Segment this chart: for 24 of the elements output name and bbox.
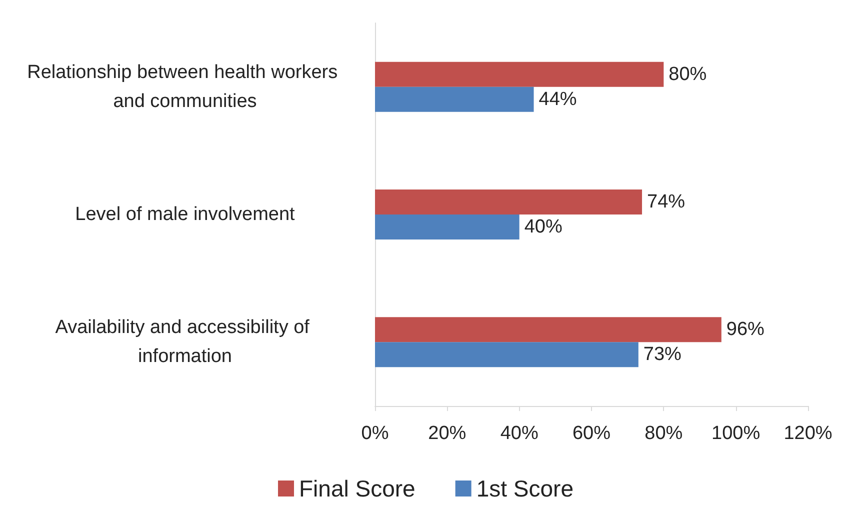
bar (375, 62, 664, 87)
bar (375, 317, 722, 342)
data-label: 96% (726, 319, 765, 340)
x-tick-label: 60% (572, 423, 611, 444)
x-tick-label: 20% (428, 423, 466, 444)
bar (375, 214, 520, 240)
data-label: 80% (668, 64, 707, 85)
bar (375, 342, 638, 368)
x-tick-label: 120% (784, 423, 832, 444)
data-label: 74% (647, 192, 686, 212)
x-tick-label: 0% (361, 423, 389, 444)
y-tick-label: Level of male involvement (75, 204, 296, 225)
data-label: 73% (643, 344, 682, 366)
x-tick-label: 40% (500, 423, 538, 444)
x-tick-label: 100% (712, 423, 760, 444)
legend-label: 1st Score (476, 476, 574, 502)
x-tick-label: 80% (644, 423, 683, 444)
y-tick-label: Relationship between health workers and communities (27, 62, 343, 112)
bar (375, 86, 534, 112)
y-tick-label: Availability and accessibility of information (55, 317, 315, 368)
data-label: 44% (538, 88, 577, 110)
legend-label: Final Score (299, 476, 416, 502)
bar (375, 190, 642, 214)
data-label: 40% (524, 216, 562, 238)
